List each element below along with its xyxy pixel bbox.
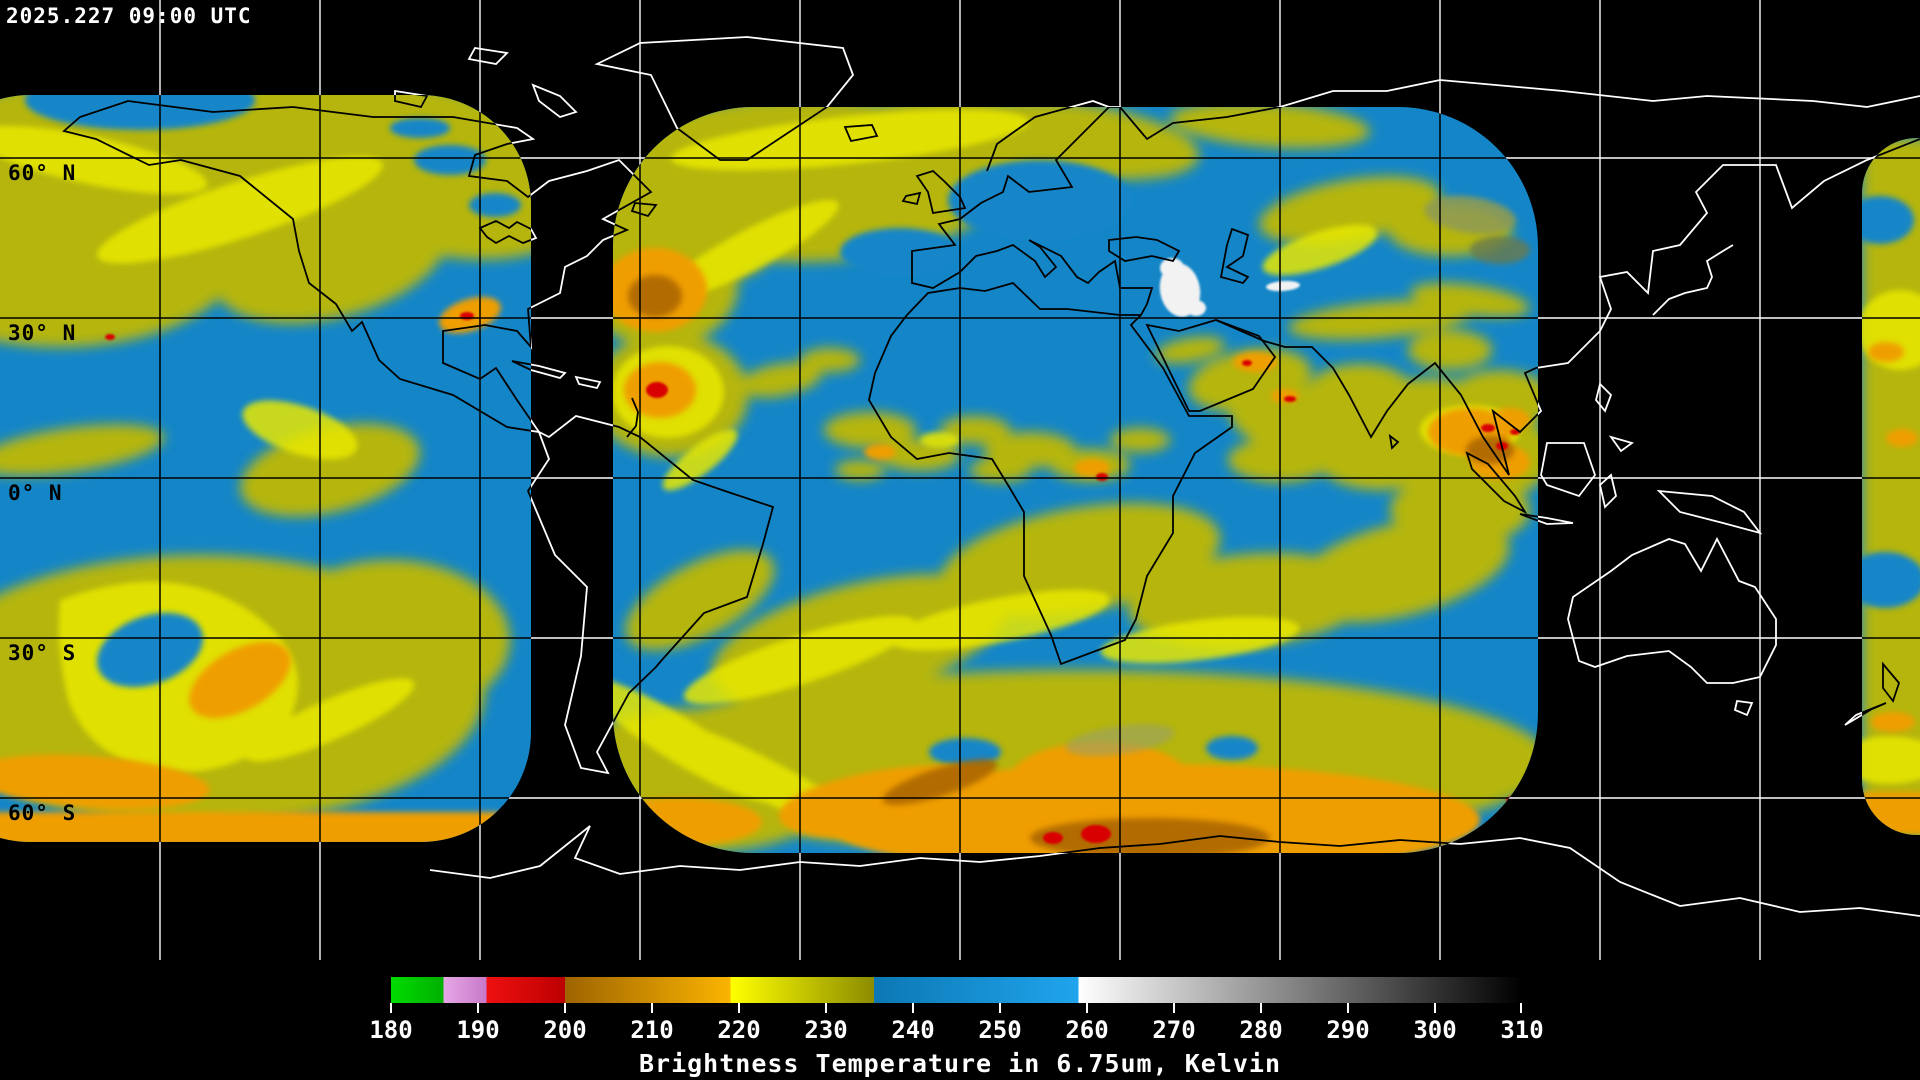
colorbar: 180 190 200 210 220 230 240 250 260 270 … <box>0 960 1920 1080</box>
colorbar-tick-label: 240 <box>891 1016 935 1044</box>
colorbar-tick-label: 200 <box>543 1016 587 1044</box>
colorbar-tick-label: 290 <box>1326 1016 1370 1044</box>
latitude-label-30s: 30° S <box>8 641 77 665</box>
latitude-label-60s: 60° S <box>8 801 77 825</box>
warm-dry-white-spots <box>1159 258 1300 317</box>
colorbar-tick-label: 220 <box>717 1016 761 1044</box>
colorbar-tick <box>390 1003 392 1013</box>
colorbar-tick-label: 310 <box>1500 1016 1544 1044</box>
colorbar-tick-label: 280 <box>1239 1016 1283 1044</box>
colorbar-tick <box>1520 1003 1522 1013</box>
colorbar-tick <box>651 1003 653 1013</box>
latitude-label-30n: 30° N <box>8 321 77 345</box>
colorbar-tick-label: 300 <box>1413 1016 1457 1044</box>
colorbar-tick <box>1173 1003 1175 1013</box>
dry-slot-gaps <box>25 95 1920 766</box>
colorbar-tick-label: 270 <box>1152 1016 1196 1044</box>
colorbar-tick <box>477 1003 479 1013</box>
colorbar-title: Brightness Temperature in 6.75um, Kelvin <box>638 1049 1282 1078</box>
colorbar-tick <box>1086 1003 1088 1013</box>
colorbar-tick <box>825 1003 827 1013</box>
timestamp: 2025.227 09:00 UTC <box>6 4 252 28</box>
colorbar-tick <box>564 1003 566 1013</box>
colorbar-tick-label: 260 <box>1065 1016 1109 1044</box>
colorbar-tick-label: 230 <box>804 1016 848 1044</box>
latitude-label-60n: 60° N <box>8 161 77 185</box>
colorbar-tick <box>912 1003 914 1013</box>
colorbar-tick-label: 250 <box>978 1016 1022 1044</box>
colorbar-tick <box>1347 1003 1349 1013</box>
colorbar-tick <box>1434 1003 1436 1013</box>
colorbar-tick-label: 180 <box>369 1016 413 1044</box>
world-map-svg <box>0 0 1920 961</box>
world-map: 2025.227 09:00 UTC 60° N 30° N 0° N 30° … <box>0 0 1920 961</box>
latitude-label-0n: 0° N <box>8 481 63 505</box>
colorbar-tick <box>738 1003 740 1013</box>
colorbar-gradient <box>391 977 1522 1003</box>
colorbar-tick <box>1260 1003 1262 1013</box>
colorbar-tick-label: 190 <box>456 1016 500 1044</box>
colorbar-tick <box>999 1003 1001 1013</box>
colorbar-tick-label: 210 <box>630 1016 674 1044</box>
